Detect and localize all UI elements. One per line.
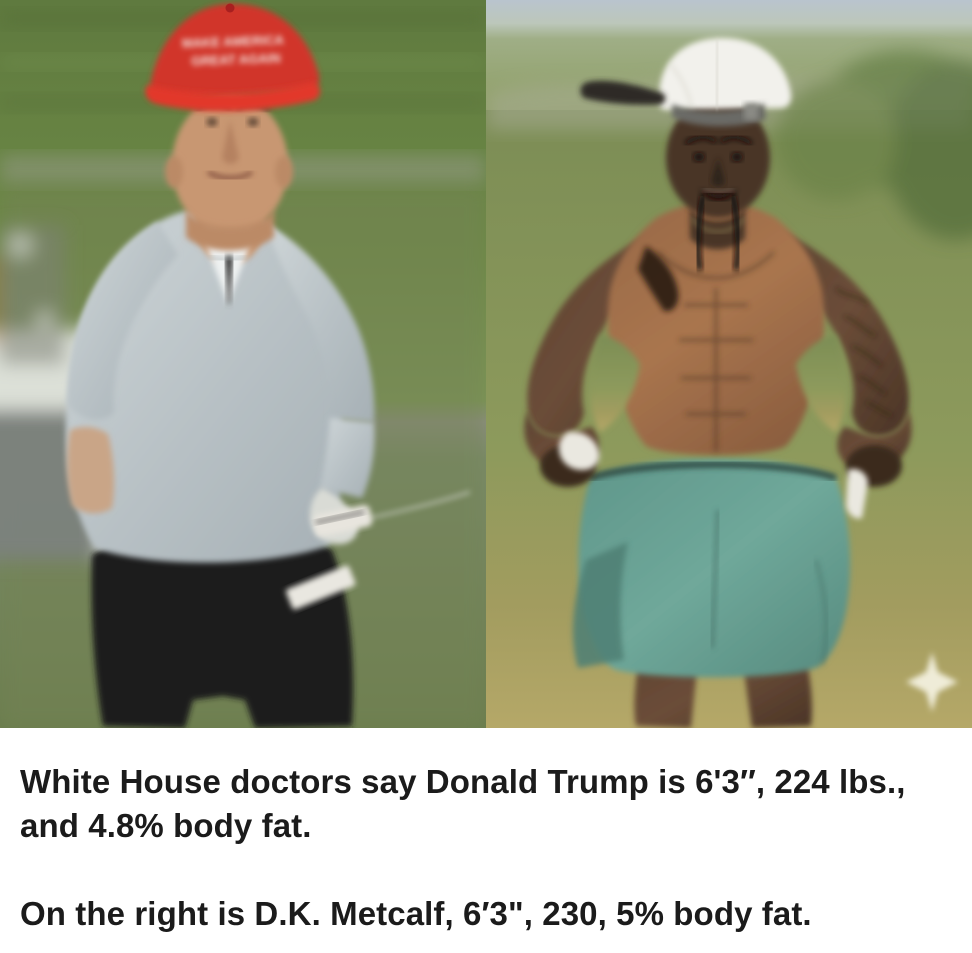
svg-text:GREAT AGAIN: GREAT AGAIN bbox=[191, 50, 281, 68]
